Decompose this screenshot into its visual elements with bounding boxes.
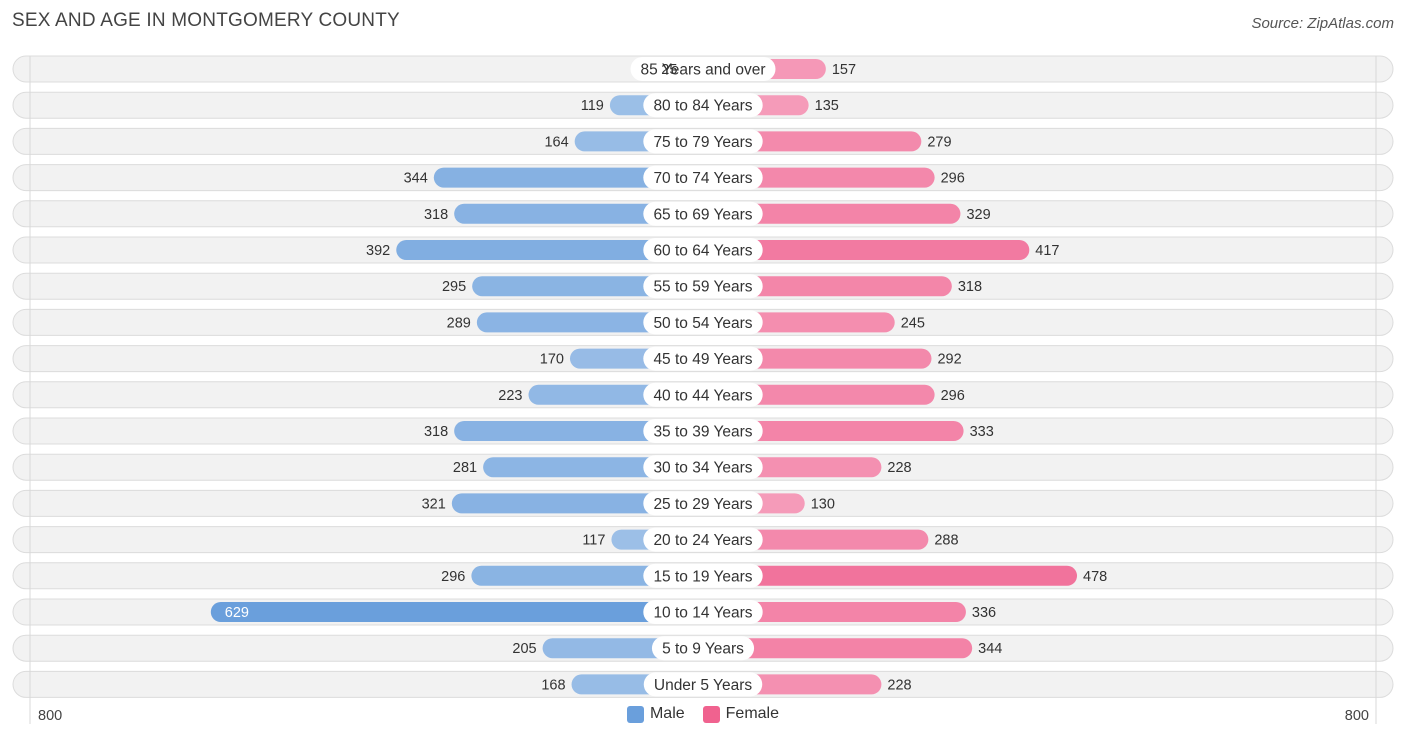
male-bar xyxy=(454,203,703,224)
male-value-label: 296 xyxy=(441,569,465,585)
female-value-label: 135 xyxy=(815,98,839,114)
age-group-pill xyxy=(643,382,763,407)
female-value-label: 296 xyxy=(941,171,965,187)
female-value-label: 279 xyxy=(927,134,951,150)
age-group-pill xyxy=(643,165,763,190)
age-group-pill xyxy=(643,600,763,624)
age-group-pill xyxy=(643,93,763,118)
female-value-label: 292 xyxy=(937,352,961,368)
female-bar xyxy=(703,203,961,224)
female-bar xyxy=(703,565,1078,586)
legend: Male Female xyxy=(0,705,1406,723)
female-bar xyxy=(703,602,966,622)
female-value-label: 157 xyxy=(832,62,856,78)
age-group-pill xyxy=(643,274,763,299)
male-bar xyxy=(433,167,703,188)
age-group-label: 55 to 59 Years xyxy=(653,279,752,296)
age-group-pill xyxy=(643,672,763,697)
male-value-label: 281 xyxy=(453,460,477,476)
axis-right-label: 800 xyxy=(1344,708,1369,724)
age-group-pill xyxy=(643,346,763,371)
male-value-label: 289 xyxy=(447,315,471,331)
legend-female-label: Female xyxy=(725,705,780,722)
male-value-label: 168 xyxy=(541,677,565,693)
male-value-label: 164 xyxy=(544,134,568,150)
age-group-label: 65 to 69 Years xyxy=(653,206,752,223)
female-value-label: 417 xyxy=(1035,243,1059,259)
male-value-label: 318 xyxy=(424,207,448,223)
age-group-pill xyxy=(630,57,776,81)
legend-male-label: Male xyxy=(649,705,685,722)
female-value-label: 228 xyxy=(887,677,911,693)
female-bar xyxy=(703,240,1030,260)
age-group-pill xyxy=(651,636,755,661)
male-value-label: 318 xyxy=(424,424,448,440)
legend-male: Male xyxy=(626,705,685,723)
source-label: Source: ZipAtlas.com xyxy=(1251,15,1394,32)
age-group-pill xyxy=(643,201,763,226)
age-group-label: 10 to 14 Years xyxy=(653,605,752,622)
female-bar xyxy=(703,276,952,297)
male-value-label: 295 xyxy=(442,279,466,295)
chart-title: SEX AND AGE IN MONTGOMERY COUNTY xyxy=(12,10,400,31)
male-value-label: 205 xyxy=(512,641,536,657)
age-group-pill xyxy=(643,238,763,262)
age-group-label: 80 to 84 Years xyxy=(653,98,752,115)
axis-left-label: 800 xyxy=(38,708,63,724)
legend-female: Female xyxy=(702,705,780,723)
female-value-label: 130 xyxy=(811,496,835,512)
age-group-label: 15 to 19 Years xyxy=(653,568,752,585)
age-group-label: 35 to 39 Years xyxy=(653,424,752,441)
male-value-label: 392 xyxy=(366,243,390,259)
female-value-label: 336 xyxy=(972,605,996,621)
age-group-label: 45 to 49 Years xyxy=(653,351,752,368)
age-group-label: Under 5 Years xyxy=(654,677,752,694)
male-value-label: 119 xyxy=(581,98,604,114)
age-group-pill xyxy=(643,129,763,154)
female-bar xyxy=(703,638,973,659)
female-value-label: 333 xyxy=(970,424,994,440)
female-value-label: 478 xyxy=(1083,569,1107,585)
female-value-label: 296 xyxy=(941,388,965,404)
male-value-label: 25 xyxy=(661,62,677,78)
male-value-label: 223 xyxy=(498,388,522,404)
age-group-pill xyxy=(643,310,763,335)
age-group-pill xyxy=(643,455,763,480)
legend-female-swatch xyxy=(702,705,720,723)
age-group-label: 70 to 74 Years xyxy=(653,170,752,187)
age-group-label: 20 to 24 Years xyxy=(653,532,752,549)
female-value-label: 245 xyxy=(901,315,925,331)
female-value-label: 329 xyxy=(966,207,990,223)
age-group-label: 60 to 64 Years xyxy=(653,243,752,260)
age-group-label: 85 Years and over xyxy=(641,62,766,79)
age-group-label: 75 to 79 Years xyxy=(653,134,752,151)
male-value-label: 170 xyxy=(540,352,564,368)
male-value-label: 321 xyxy=(422,496,446,512)
female-value-label: 228 xyxy=(887,460,911,476)
age-group-label: 40 to 44 Years xyxy=(653,387,752,404)
male-bar xyxy=(454,421,703,441)
female-value-label: 288 xyxy=(934,533,958,549)
male-value-label: 344 xyxy=(404,171,428,187)
male-bar xyxy=(396,240,703,260)
male-value-label: 117 xyxy=(582,533,605,549)
age-group-label: 30 to 34 Years xyxy=(653,460,752,477)
age-group-label: 5 to 9 Years xyxy=(662,641,744,658)
female-value-label: 318 xyxy=(958,279,982,295)
age-group-pill xyxy=(643,527,763,552)
female-value-label: 344 xyxy=(978,641,1002,657)
age-group-label: 50 to 54 Years xyxy=(653,315,752,332)
age-group-pill xyxy=(643,563,763,588)
male-bar xyxy=(451,493,703,514)
age-group-pill xyxy=(643,491,763,516)
age-group-label: 25 to 29 Years xyxy=(653,496,752,513)
male-bar xyxy=(210,602,703,622)
male-value-label: 629 xyxy=(225,605,249,621)
female-bar xyxy=(703,421,964,441)
legend-male-swatch xyxy=(626,705,644,723)
age-group-pill xyxy=(643,419,763,443)
